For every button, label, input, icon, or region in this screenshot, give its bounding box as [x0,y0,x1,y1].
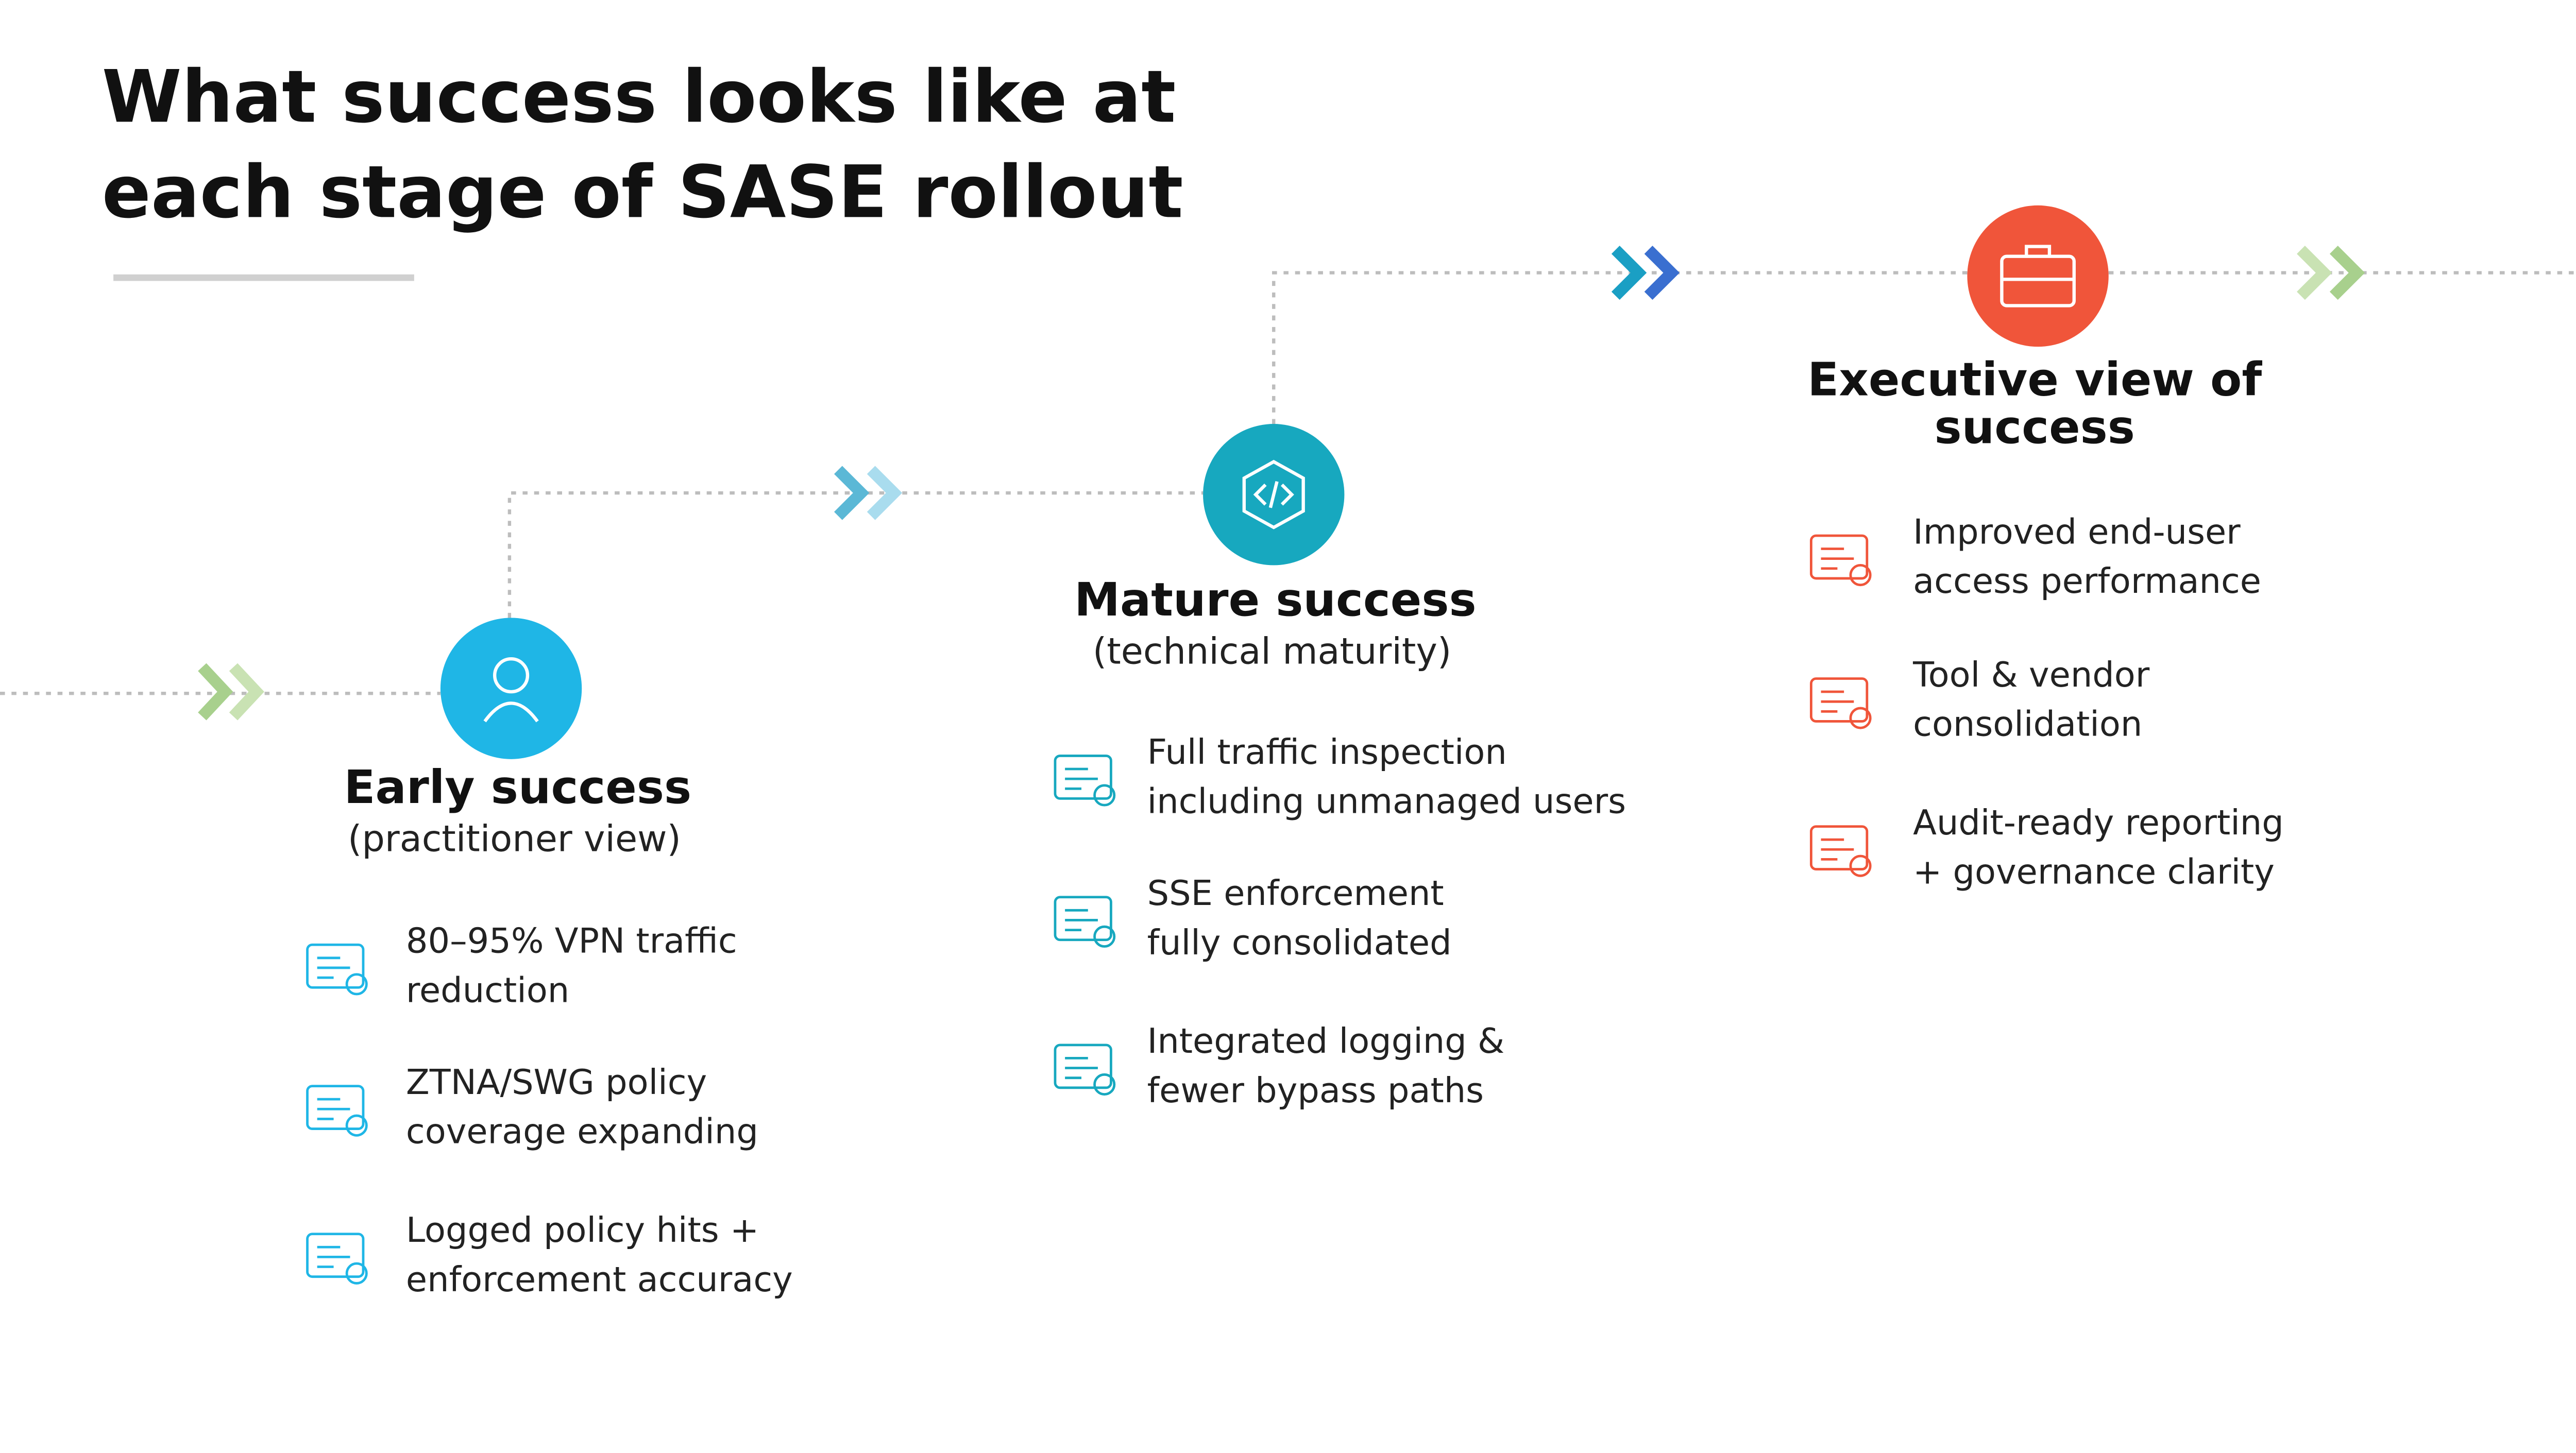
icon-part [1093,1073,1116,1096]
item-icon [1054,755,1116,807]
item-text: Audit-ready reporting [1913,802,2284,843]
item-text: fewer bypass paths [1147,1070,1484,1110]
icon-part [345,1114,368,1137]
icon-part [1054,755,1112,800]
item-icon [1809,825,1872,877]
icon-part [345,1262,368,1285]
icon-part [1849,707,1872,729]
item-icon [306,1233,368,1285]
item-text: consolidation [1913,704,2142,744]
item-text: coverage expanding [406,1112,758,1152]
item-text: SSE enforcement [1147,873,1444,913]
item-text: fully consolidated [1147,922,1452,963]
stage-heading: Executive view of [1807,353,2262,407]
badge-icon [483,657,539,723]
icon-part [493,657,530,694]
icon-part [317,1245,350,1268]
icon-part [1821,690,1854,713]
badge-icon [1242,459,1305,529]
title: What success looks like at [102,55,1176,139]
icon-part [1054,1044,1112,1089]
item-text: access performance [1913,561,2261,601]
item-text: Full traffic inspection [1147,732,1507,772]
item-icon [1054,1044,1116,1096]
icon-part [1093,925,1116,948]
stage-heading: Early success [344,761,692,814]
stage-subheading: (practitioner view) [348,817,681,860]
item-text: Improved end-user [1913,511,2241,552]
icon-part [1065,909,1098,931]
item-text: Tool & vendor [1912,655,2150,695]
item-icon [1054,896,1116,948]
icon-part [306,1085,365,1130]
title: each stage of SASE rollout [102,150,1183,234]
icon-part [317,956,350,979]
icon-part [2002,245,2074,281]
icon-part [1849,854,1872,877]
icon-part [1065,767,1098,790]
badge-icon [2000,245,2076,307]
stage-badge [440,618,582,759]
icon-part [1253,481,1294,508]
icon-part [1065,1057,1098,1080]
icon-part [1821,838,1854,861]
item-text: including unmanaged users [1147,781,1626,821]
item-text: Logged policy hits + [406,1210,759,1250]
stage-heading: success [1934,401,2134,454]
item-text: Integrated logging & [1147,1021,1505,1061]
icon-part [1849,564,1872,587]
icon-part [306,943,365,989]
item-text: reduction [406,970,569,1010]
stage-heading: Mature success [1074,573,1477,627]
icon-part [1821,548,1854,570]
item-text: + governance clarity [1913,852,2275,892]
item-icon [306,943,368,996]
icon-part [317,1098,350,1120]
icon-part [483,702,539,723]
item-text: ZTNA/SWG policy [406,1062,707,1102]
icon-part [345,973,368,996]
icon-part [1809,534,1869,580]
icon-part [1809,825,1869,870]
item-icon [1809,534,1872,587]
icon-part [1242,459,1305,529]
stage-badge [1967,205,2109,347]
icon-part [1093,784,1116,807]
icon-part [306,1233,365,1278]
item-icon [1809,677,1872,729]
icon-part [1809,677,1869,723]
icon-part [1054,896,1112,942]
item-text: enforcement accuracy [406,1259,793,1300]
stage-subheading: (technical maturity) [1093,630,1451,673]
chevron [198,246,2365,721]
item-icon [306,1085,368,1137]
item-text: 80–95% VPN traffic [406,921,737,961]
